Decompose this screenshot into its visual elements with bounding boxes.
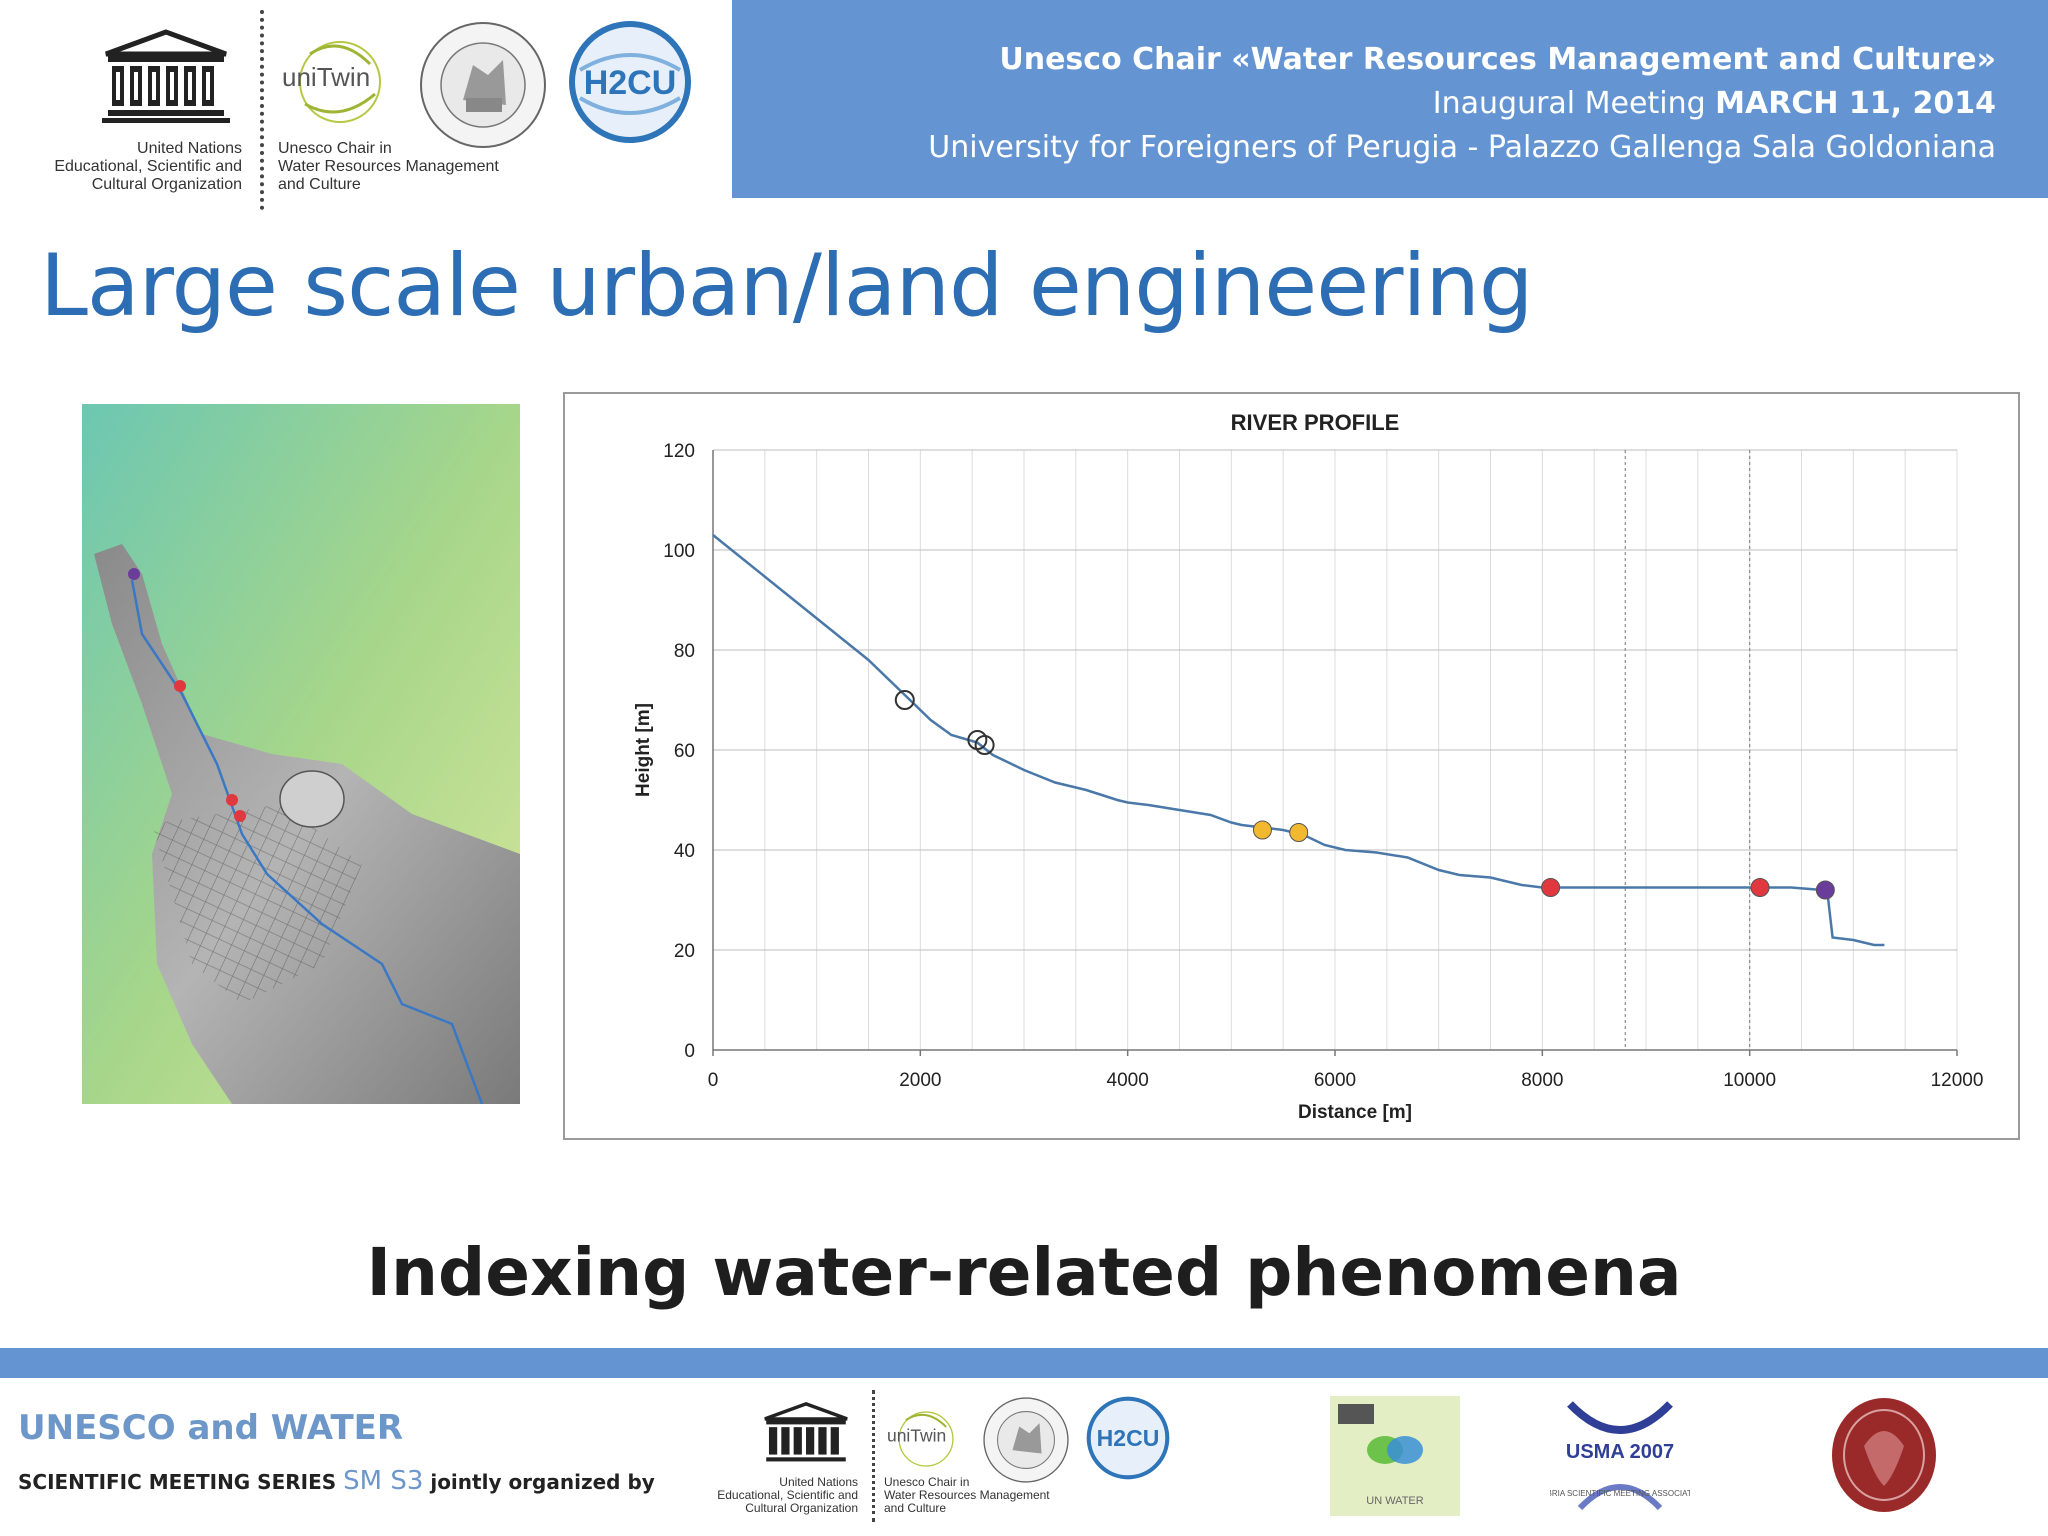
y-tick-label: 80	[674, 641, 695, 662]
x-tick-label: 8000	[1521, 1070, 1563, 1091]
profile-marker	[1289, 823, 1309, 842]
svg-text:uniTwin: uniTwin	[887, 1426, 946, 1446]
footer-un-water-logo: UN WATER	[1330, 1396, 1460, 1516]
river-profile-line	[712, 534, 1885, 947]
map-point-3	[234, 810, 246, 822]
footer-university-seal	[983, 1397, 1069, 1483]
y-tick-label: 20	[674, 941, 695, 962]
svg-text:H2CU: H2CU	[584, 64, 677, 102]
header-venue: University for Foreigners of Perugia - P…	[928, 130, 1996, 165]
footer-h2cu-logo: H2CU	[1086, 1396, 1170, 1480]
map-point-upstream	[128, 568, 140, 580]
x-tick-label: 10000	[1723, 1070, 1776, 1091]
slide-title: Large scale urban/land engineering	[40, 236, 1533, 336]
x-tick-label: 2000	[899, 1070, 941, 1091]
svg-text:H2CU: H2CU	[1097, 1425, 1160, 1451]
footer-logo-divider	[872, 1390, 875, 1522]
header-meeting: Inaugural Meeting MARCH 11, 2014	[1432, 86, 1996, 121]
y-tick-label: 120	[663, 441, 695, 462]
logo-divider	[260, 10, 264, 210]
footer-series: SCIENTIFIC MEETING SERIES SM S3 jointly …	[18, 1466, 655, 1496]
footer-usma-logo: USMA 2007 UMBRIA SCIENTIFIC MEETING ASSO…	[1550, 1401, 1690, 1511]
footer-unitwin-logo: uniTwin	[887, 1411, 954, 1467]
footer-sapienza-seal	[1832, 1398, 1936, 1512]
map-point-2	[226, 794, 238, 806]
x-tick-label: 0	[708, 1070, 719, 1091]
unesco-logo	[102, 29, 230, 123]
x-tick-label: 12000	[1931, 1070, 1984, 1091]
unitwin-caption: Unesco Chair in Water Resources Manageme…	[278, 140, 499, 193]
h2cu-logo: H2CU	[569, 21, 691, 143]
unitwin-logo: uniTwin	[282, 41, 381, 123]
river-profile-chart: 0 20 40 60 80 100 120 0 2000 4000 6000 8000 10000 120…	[563, 392, 2020, 1140]
river-terrain-map	[82, 404, 520, 1104]
x-tick-label: 6000	[1314, 1070, 1356, 1091]
y-axis-label: Height [m]	[633, 703, 654, 797]
series-code: SM S3	[343, 1466, 424, 1496]
header-title: Unesco Chair «Water Resources Management…	[999, 42, 1996, 77]
slide-subtitle: Indexing water-related phenomena	[366, 1234, 1682, 1311]
footer-band	[0, 1348, 2048, 1378]
x-tick-label: 4000	[1107, 1070, 1149, 1091]
profile-marker	[1750, 878, 1770, 897]
footer-unesco-caption: United Nations Educational, Scientific a…	[717, 1475, 858, 1515]
x-axis-label: Distance [m]	[1298, 1102, 1412, 1123]
unesco-caption: United Nations Educational, Scientific a…	[54, 140, 242, 193]
svg-text:USMA 2007: USMA 2007	[1566, 1441, 1674, 1463]
profile-marker	[1541, 878, 1561, 897]
profile-marker	[1252, 820, 1272, 840]
profile-marker-open	[974, 735, 995, 755]
chart-title: RIVER PROFILE	[1231, 410, 1400, 435]
y-tick-label: 100	[663, 541, 695, 562]
footer-unesco-logo	[764, 1402, 848, 1462]
meeting-date: MARCH 11, 2014	[1715, 86, 1996, 121]
svg-text:UN WATER: UN WATER	[1366, 1495, 1423, 1507]
chart-canvas: 0 20 40 60 80 100 120 0 2000 4000 6000 8000 10000 120…	[633, 410, 1984, 1123]
y-tick-label: 40	[674, 841, 695, 862]
svg-text:UMBRIA SCIENTIFIC MEETING ASSO: UMBRIA SCIENTIFIC MEETING ASSOCIATION	[1550, 1489, 1690, 1498]
profile-marker	[1815, 880, 1835, 900]
y-tick-label: 60	[674, 741, 695, 762]
map-point-1	[174, 680, 186, 692]
y-tick-label: 0	[684, 1041, 695, 1062]
footer-unitwin-caption: Unesco Chair in Water Resources Manageme…	[884, 1475, 1050, 1515]
header-band	[732, 0, 2048, 198]
profile-marker-open	[894, 690, 915, 710]
footer-title: UNESCO and WATER	[18, 1408, 404, 1448]
svg-text:uniTwin: uniTwin	[282, 62, 370, 92]
university-seal-logo	[420, 22, 546, 148]
